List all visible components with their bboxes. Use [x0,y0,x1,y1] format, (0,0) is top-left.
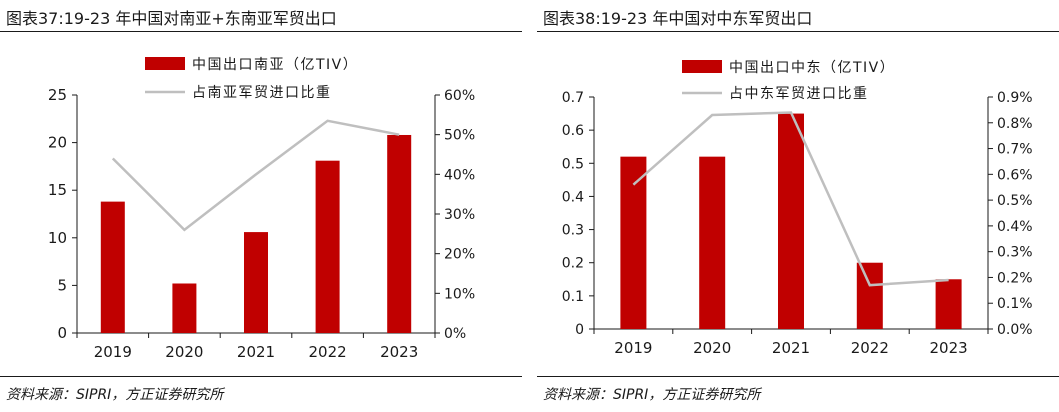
x-tick-label: 2021 [237,343,275,361]
y-left-tick-label: 0 [575,322,584,338]
y-left-tick-label: 5 [57,276,67,294]
title-divider [0,31,522,32]
x-tick-label: 2019 [614,339,652,357]
y-left-tick-label: 0.4 [562,189,584,205]
y-left-tick-label: 0 [57,324,67,342]
y-left-tick-label: 0.6 [562,123,584,139]
bar-2019 [620,156,647,329]
x-tick-label: 2019 [94,343,132,361]
bar-2020 [699,156,726,329]
x-tick-label: 2022 [309,343,347,361]
source-divider [0,376,522,377]
source-note: 资料来源：SIPRI，方正证券研究所 [6,387,224,403]
bar-2022 [315,160,340,333]
legend-bar-swatch [145,57,185,70]
bar-2022 [856,262,883,329]
y-right-tick-label: 0.4% [997,219,1033,235]
y-right-tick-label: 40% [444,167,475,183]
y-right-tick-label: 0% [444,326,466,342]
x-tick-label: 2021 [772,339,810,357]
share-line [111,119,400,232]
y-right-tick-label: 0.0% [997,322,1033,338]
legend-line-label: 占南亚军贸进口比重 [192,85,332,101]
chart-panel-left: 图表37:19-23 年中国对南亚+东南亚军贸出口 0 5 10 15 20 25 0% 10… [0,0,522,412]
chart-title: 图表38:19-23 年中国对中东军贸出口 [543,9,813,28]
title-divider [537,31,1059,32]
y-left-tick-label: 20 [48,134,67,152]
y-left-tick-label: 0.5 [562,156,584,172]
y-left-tick-label: 25 [48,86,67,104]
legend-line-label: 占中东军贸进口比重 [729,86,869,102]
x-tick-label: 2020 [693,339,731,357]
y-left-tick-label: 15 [48,181,67,199]
y-right-tick-label: 0.2% [997,270,1033,286]
source-divider [537,376,1059,377]
y-right-tick-label: 20% [444,247,475,263]
bar-2023 [935,279,962,329]
combo-chart-middle-east: 0 0.1 0.2 0.3 0.4 0.5 0.6 0.7 0.0% 0.1% 0.2% 0.3% 0.… [562,60,1033,357]
y-right-tick-label: 0.5% [997,193,1033,209]
bar-2023 [387,134,412,333]
legend-bar-label: 中国出口南亚（亿TIV） [192,57,358,73]
combo-chart-south-asia: 0 5 10 15 20 25 0% 10% 20% 30% 40% 50% 60% 2019 2020 20… [48,57,475,361]
y-right-tick-label: 30% [444,207,475,223]
y-right-tick-label: 10% [444,286,475,302]
y-right-tick-label: 0.8% [997,116,1033,132]
x-tick-label: 2023 [380,343,418,361]
y-left-tick-label: 0.2 [562,256,584,272]
x-tick-label: 2022 [851,339,889,357]
chart-title: 图表37:19-23 年中国对南亚+东南亚军贸出口 [6,9,337,28]
y-left-tick-label: 0.7 [562,90,584,106]
y-right-tick-label: 0.3% [997,245,1033,261]
legend-bar-swatch [682,60,722,73]
y-left-tick-label: 10 [48,229,67,247]
x-tick-label: 2023 [930,339,968,357]
source-note: 资料来源：SIPRI，方正证券研究所 [543,387,761,403]
y-right-tick-label: 50% [444,128,475,144]
y-right-tick-label: 0.6% [997,167,1033,183]
x-tick-label: 2020 [165,343,203,361]
y-right-tick-label: 60% [444,88,475,104]
bar-2021 [778,113,804,329]
y-right-tick-label: 0.9% [997,90,1033,106]
y-left-tick-label: 0.1 [562,289,584,305]
legend-bar-label: 中国出口中东（亿TIV） [729,60,895,76]
y-right-tick-label: 0.7% [997,142,1033,158]
y-right-tick-label: 0.1% [997,296,1033,312]
chart-panel-right: 图表38:19-23 年中国对中东军贸出口 0 0.1 0.2 0.3 0.4 0.5 0.… [537,0,1059,412]
bar-2021 [244,232,268,333]
bar-2020 [172,283,197,333]
y-left-tick-label: 0.3 [562,223,584,239]
bar-2019 [100,201,125,333]
